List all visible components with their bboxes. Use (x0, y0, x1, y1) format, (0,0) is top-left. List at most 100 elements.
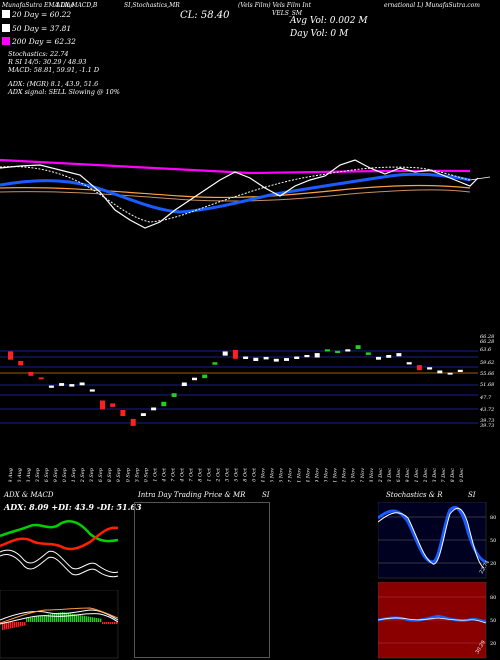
header-top-left: MunafaSutra EMA Line (2, 2, 75, 9)
date-tick: 18 Dec (450, 468, 456, 482)
candle-group (8, 345, 463, 426)
intra-panel-title: Intra Day Trading Price & MR (138, 491, 246, 499)
macd-bar (26, 618, 28, 622)
date-tick: 06 Sep (44, 467, 50, 482)
macd-bar (76, 614, 78, 623)
macd-bar (82, 615, 84, 622)
legend-ema200-label: 200 Day = 62.32 (12, 37, 76, 46)
macd-bar (68, 613, 70, 622)
date-tick: 02 Dec (378, 468, 384, 482)
date-tick: 11 Nov (297, 468, 303, 482)
rsi-axis-20: 20 (490, 641, 496, 647)
macd-bar (114, 622, 116, 624)
macd-bar (52, 613, 54, 623)
candle (140, 413, 146, 416)
macd-bar (92, 617, 94, 623)
macd-bar (48, 614, 50, 623)
date-tick: 25 Oct (234, 467, 240, 482)
macd-signal-line (0, 607, 119, 624)
date-tick: 11 Dec (414, 468, 420, 482)
candle (181, 382, 187, 386)
adx-chart (0, 520, 119, 578)
date-tick: 06 Nov (279, 468, 285, 482)
macd-bar (72, 613, 74, 623)
date-tick: 03 Sep (35, 467, 41, 482)
date-tick: 06 Dec (396, 468, 402, 482)
legend-ema20-swatch (2, 10, 10, 18)
day-vol: Day Vol: 0 M (290, 29, 349, 39)
date-tick: 20 Aug (17, 468, 23, 482)
header-indicators: ADX,MACD,B (56, 2, 98, 9)
candle (324, 349, 330, 352)
date-tick: 23 Oct (225, 467, 231, 482)
legend-ema200: 200 Day = 62.32 (2, 37, 76, 46)
candle (100, 400, 105, 410)
date-tick: 18 Oct (197, 467, 203, 482)
ticker-code: VELS_SM (272, 10, 303, 17)
candle (59, 383, 65, 386)
macd-bar (6, 622, 8, 630)
date-tick: 10 Sep (62, 467, 68, 482)
candle (396, 353, 402, 357)
candle (345, 349, 351, 352)
date-tick: 03 Dec (387, 468, 393, 482)
macd-bar (66, 612, 68, 622)
macd-bar (112, 622, 114, 624)
candle (243, 356, 249, 359)
price-tick: 43.72 (480, 407, 495, 413)
stochastics-chart: 80 50 20 22.74 (378, 502, 496, 579)
candle (365, 352, 371, 355)
date-tick: 19 Sep (116, 467, 122, 482)
stoch-axis-50: 50 (490, 538, 496, 544)
rsi-axis-50: 50 (490, 618, 496, 624)
candle (335, 350, 341, 353)
rsi-axis-80: 80 (490, 595, 496, 601)
macd-bar (40, 615, 42, 623)
candle (120, 410, 126, 416)
macd-bar (18, 622, 20, 627)
candle (212, 362, 218, 365)
legend-ema200-swatch (2, 37, 10, 45)
stoch-white-line (378, 507, 485, 569)
macd-bar (42, 615, 44, 622)
date-tick: 16 Sep (98, 467, 104, 482)
date-tick: 23 Aug (26, 468, 32, 482)
date-tick: 04 Oct (161, 467, 167, 482)
ticker-info: (Vels Film) Vels Film Int (238, 2, 311, 9)
candle (314, 353, 320, 358)
price-tick: 63.6 (480, 347, 492, 353)
candle (284, 358, 289, 361)
macd-bar (14, 622, 16, 628)
date-tick: 25 Nov (351, 468, 357, 482)
ema-brown-line (0, 189, 471, 202)
price-tick: 39.73 (480, 418, 495, 424)
stat-stochastics: Stochastics: 22.74 (8, 50, 69, 58)
macd-bar (58, 612, 60, 622)
stoch-panel-title: Stochastics & R (386, 491, 443, 499)
date-tick: 14 Oct (179, 467, 185, 482)
date-tick: 19 Aug (8, 468, 14, 482)
intra-day-box (134, 502, 270, 658)
date-tick: 01 Oct (152, 467, 158, 482)
date-tick: 17 Oct (188, 467, 194, 482)
candle (427, 367, 433, 370)
macd-bar (32, 617, 34, 623)
date-tick: 05 Nov (270, 468, 276, 482)
date-tick: 28 Nov (369, 468, 375, 482)
macd-bar (54, 613, 56, 622)
macd-histogram (2, 612, 118, 630)
macd-bar (16, 622, 18, 628)
macd-bar (4, 622, 6, 630)
macd-bar (104, 622, 106, 624)
date-tick: 21 Nov (333, 468, 339, 482)
candle (294, 356, 300, 359)
candle (38, 377, 44, 380)
stoch-axis-20: 20 (490, 561, 496, 567)
date-tick: 09 Dec (405, 468, 411, 482)
date-tick: 19 Nov (315, 468, 321, 482)
macd-bar (84, 615, 86, 623)
macd-bar (20, 622, 22, 627)
candle (48, 385, 54, 388)
date-tick: 30 Oct (252, 467, 258, 482)
price-tick: 51.68 (480, 382, 495, 388)
